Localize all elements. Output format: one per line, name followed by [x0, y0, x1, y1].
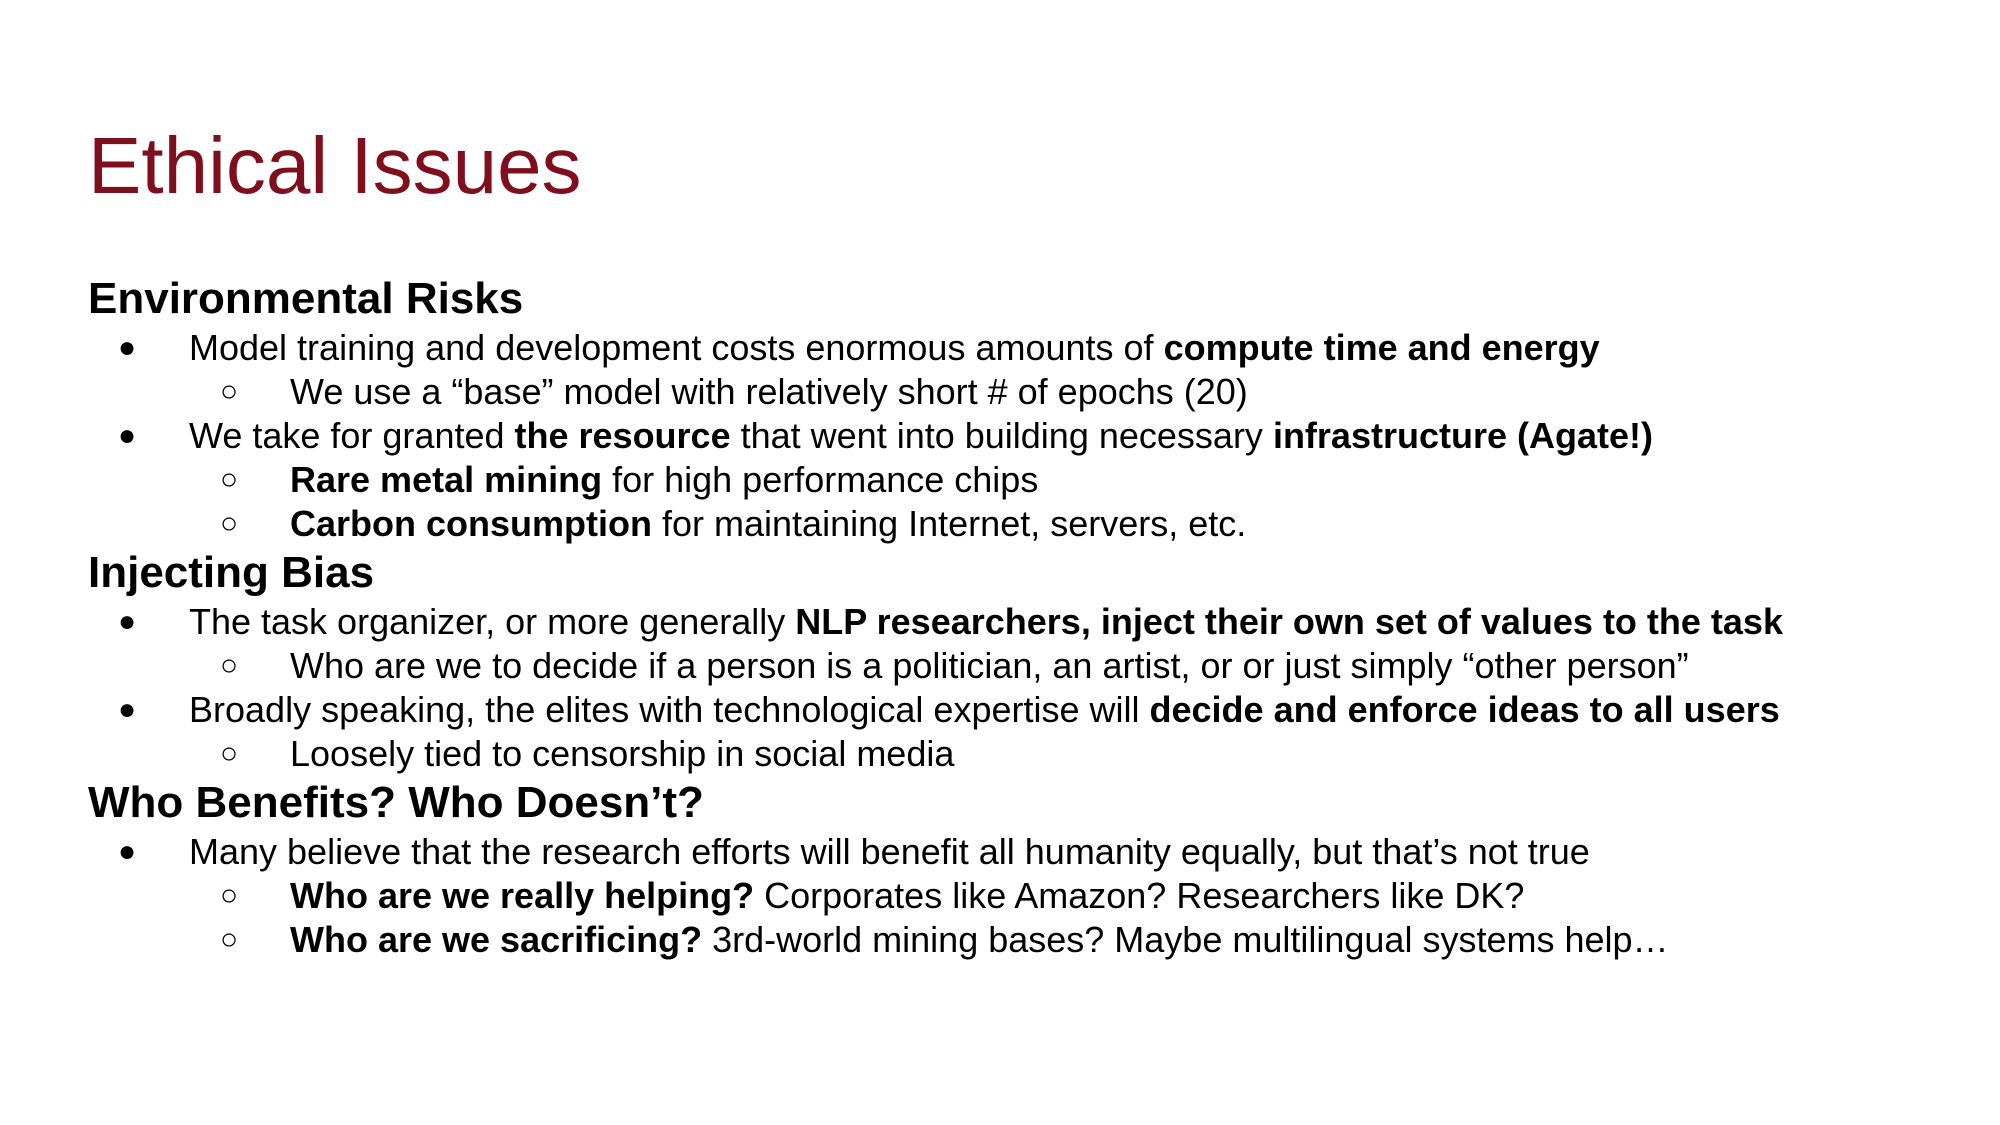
bullet-text: Broadly speaking, the elites with techno… [189, 689, 1150, 730]
bold-text: decide and enforce ideas to all users [1149, 689, 1780, 730]
section: Who Benefits? Who Doesn’t? ● Many believe … [88, 776, 1968, 962]
subbullet-text: Who are we to decide if a person is a po… [290, 645, 1689, 686]
subbullet-item: ○ Loosely tied to censorship in social me… [88, 732, 1968, 776]
bullet-item: ● We take for granted the resource that w… [88, 414, 1968, 458]
bullet-text: The task organizer, or more generally [189, 601, 796, 642]
bullet-text: Many believe that the research efforts w… [189, 831, 1590, 872]
bold-text: Carbon consumption [290, 503, 652, 544]
section: Environmental Risks ● Model training and d… [88, 272, 1968, 546]
bullet-list: ● The task organizer, or more generally N… [88, 600, 1968, 776]
bold-text: Rare metal mining [290, 459, 603, 500]
bullet-text: Model training and development costs eno… [189, 327, 1164, 368]
subbullet-item: ○ Rare metal mining for high performance … [88, 458, 1968, 502]
slide-content: Environmental Risks ● Model training and d… [88, 272, 1968, 962]
section-heading: Environmental Risks [88, 274, 524, 323]
bullet-dot-icon: ● [118, 419, 137, 452]
bullet-list: ● Model training and development costs en… [88, 326, 1968, 546]
subbullet-text: 3rd-world mining bases? Maybe multilingu… [702, 919, 1669, 960]
bullet-item: ● Broadly speaking, the elites with techn… [88, 688, 1968, 732]
subbullet-item: ○ We use a “base” model with relatively s… [88, 370, 1968, 414]
bullet-dot-icon: ● [118, 605, 137, 638]
bold-text: NLP researchers, inject their own set of… [795, 601, 1783, 642]
bullet-dot-icon: ● [118, 693, 137, 726]
bullet-item: ● Many believe that the research efforts … [88, 830, 1968, 874]
subbullet-text: Loosely tied to censorship in social med… [290, 733, 955, 774]
bullet-dot-icon: ● [118, 835, 137, 868]
bold-text: infrastructure (Agate!) [1272, 415, 1653, 456]
subbullet-item: ○ Who are we to decide if a person is a p… [88, 644, 1968, 688]
hollow-circle-icon: ○ [220, 463, 239, 496]
hollow-circle-icon: ○ [220, 737, 239, 770]
hollow-circle-icon: ○ [220, 923, 239, 956]
hollow-circle-icon: ○ [220, 375, 239, 408]
bold-text: Who are we really helping? [290, 875, 755, 916]
bullet-text: that went into building necessary [730, 415, 1273, 456]
bold-text: the resource [514, 415, 731, 456]
bullet-item: ● The task organizer, or more generally N… [88, 600, 1968, 644]
hollow-circle-icon: ○ [220, 649, 239, 682]
subbullet-item: ○ Who are we sacrificing? 3rd-world minin… [88, 918, 1968, 962]
bullet-dot-icon: ● [118, 331, 137, 364]
bullet-text: We take for granted [189, 415, 515, 456]
subbullet-text: Corporates like Amazon? Researchers like… [754, 875, 1525, 916]
subbullet-item: ○ Carbon consumption for maintaining Inte… [88, 502, 1968, 546]
bullet-list: ● Many believe that the research efforts … [88, 830, 1968, 962]
subbullet-item: ○ Who are we really helping? Corporates l… [88, 874, 1968, 918]
subbullet-text: for maintaining Internet, servers, etc. [652, 503, 1247, 544]
subbullet-text: We use a “base” model with relatively sh… [290, 371, 1248, 412]
hollow-circle-icon: ○ [220, 879, 239, 912]
hollow-circle-icon: ○ [220, 507, 239, 540]
slide-title: Ethical Issues [88, 121, 582, 210]
section-heading: Injecting Bias [88, 548, 375, 597]
section-heading: Who Benefits? Who Doesn’t? [88, 778, 704, 827]
bullet-item: ● Model training and development costs en… [88, 326, 1968, 370]
subbullet-text: for high performance chips [602, 459, 1039, 500]
bold-text: compute time and energy [1163, 327, 1600, 368]
section: Injecting Bias ● The task organizer, or mo… [88, 546, 1968, 776]
bold-text: Who are we sacrificing? [290, 919, 703, 960]
